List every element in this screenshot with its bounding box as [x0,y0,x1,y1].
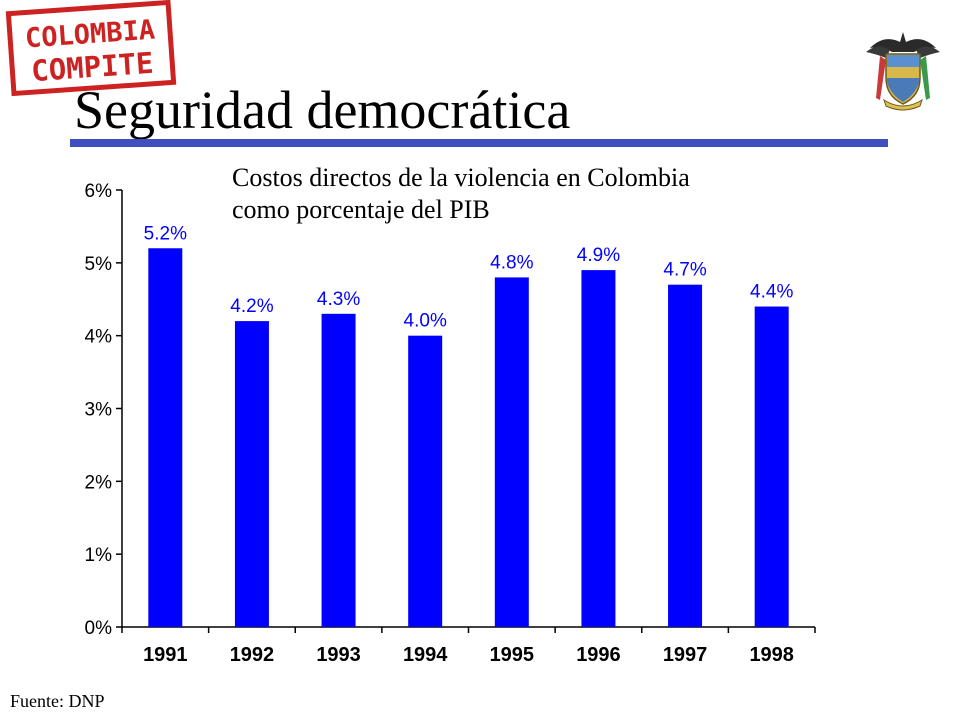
y-tick-label: 0% [85,618,113,639]
chart-title: Costos directos de la violencia en Colom… [232,162,832,226]
bar-1994 [408,335,443,627]
data-label-1996: 4.9% [577,245,620,266]
bar-1996 [581,270,616,627]
colombia-compite-logo: COLOMBIA COMPITE [5,0,177,97]
x-tick-label: 1998 [749,644,794,666]
data-label-1997: 4.7% [663,260,706,281]
x-tick-label: 1995 [490,644,535,666]
page-title: Seguridad democrática [74,80,571,140]
data-label-1994: 4.0% [404,311,447,332]
bar-1997 [668,284,703,627]
y-tick-label: 6% [85,181,113,202]
coat-of-arms-icon [866,32,940,111]
bar-1995 [494,277,529,627]
y-tick-label: 5% [85,254,113,275]
bar-1992 [234,321,269,627]
x-tick-label: 1997 [663,644,708,666]
y-tick-label: 2% [85,472,113,493]
data-label-1998: 4.4% [750,282,793,303]
chart-title-line-1: Costos directos de la violencia en Colom… [232,163,690,192]
stamp-line-2: COMPITE [30,46,154,88]
y-tick-label: 4% [85,327,113,348]
y-tick-label: 1% [85,545,113,566]
x-tick-label: 1992 [230,644,275,666]
x-tick-label: 1993 [316,644,361,666]
data-label-1993: 4.3% [317,289,360,310]
x-tick-label: 1991 [143,644,188,666]
source-note: Fuente: DNP [10,691,105,711]
chart-title-line-2: como porcentaje del PIB [232,195,490,224]
data-label-1995: 4.8% [490,252,533,273]
bar-1998 [754,306,789,627]
data-label-1992: 4.2% [230,296,273,317]
data-label-1991: 5.2% [144,223,187,244]
bar-1993 [321,313,356,627]
bar-1991 [148,248,183,627]
x-tick-label: 1996 [576,644,621,666]
y-tick-label: 3% [85,400,113,421]
title-underline [70,139,888,147]
x-tick-label: 1994 [403,644,448,666]
